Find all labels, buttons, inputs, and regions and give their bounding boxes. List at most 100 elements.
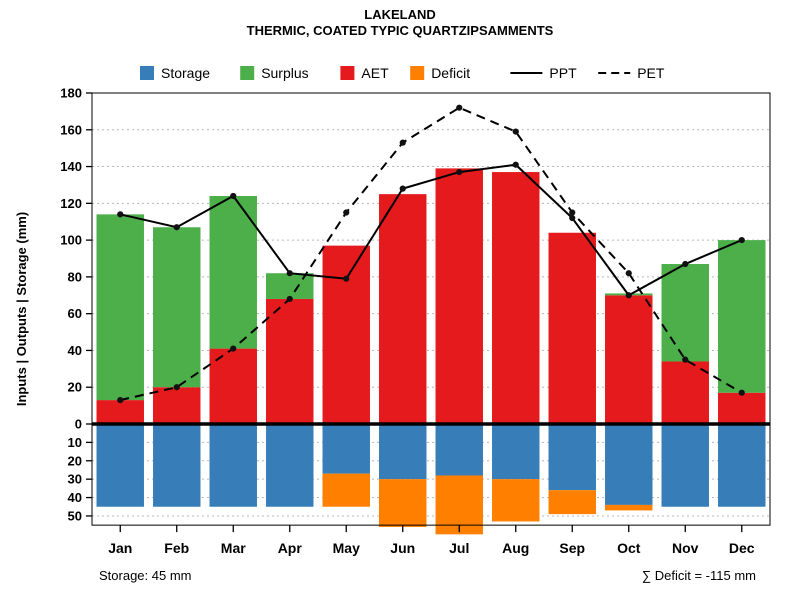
point-ppt-Apr: [286, 270, 293, 277]
legend-label-storage: Storage: [161, 65, 210, 81]
gridlines: [92, 92, 770, 517]
line-pet: [120, 106, 743, 402]
point-ppt-Feb: [173, 224, 180, 231]
month-label-Sep: Sep: [559, 540, 585, 556]
bar-aet-Aug: [492, 172, 540, 424]
point-ppt-Dec: [738, 237, 745, 244]
legend: Storage Surplus AET Deficit PPT PET: [140, 65, 665, 81]
bar-aet-Nov: [661, 361, 709, 424]
bar-storage-Dec: [718, 424, 766, 507]
bar-deficit-Aug: [492, 479, 540, 522]
month-label-Nov: Nov: [672, 540, 699, 556]
legend-item-pet: PET: [598, 65, 665, 81]
month-label-Apr: Apr: [278, 540, 303, 556]
month-label-Aug: Aug: [502, 540, 529, 556]
legend-swatch-deficit: [410, 66, 425, 80]
legend-swatch-surplus: [240, 66, 255, 80]
y-tick-label: 30: [68, 472, 82, 487]
legend-item-surplus: Surplus: [240, 65, 309, 81]
bar-storage-Apr: [266, 424, 314, 507]
legend-label-aet: AET: [361, 65, 389, 81]
point-ppt-Nov: [682, 260, 689, 268]
point-ppt-May: [343, 275, 350, 282]
legend-label-pet: PET: [637, 65, 665, 81]
bar-deficit-Jul: [435, 475, 483, 535]
legend-label-ppt: PPT: [549, 65, 577, 81]
bar-storage-Jan: [96, 424, 144, 507]
bar-aet-Jan: [96, 400, 144, 424]
y-tick-label: 10: [68, 435, 82, 450]
x-axis: Jan Feb Mar Apr May Jun Jul Aug Sep Oct Nov Dec: [108, 525, 755, 556]
bar-aet-Oct: [605, 295, 653, 424]
bar-storage-Oct: [605, 424, 653, 505]
month-label-May: May: [333, 540, 360, 556]
y-tick-label: 80: [68, 269, 82, 284]
y-tick-label: 40: [68, 343, 82, 358]
bars: [96, 168, 766, 535]
bar-surplus-Apr: [266, 273, 314, 299]
plot-frame: [91, 92, 771, 526]
bar-storage-Nov: [661, 424, 709, 507]
bar-aet-Sep: [548, 232, 596, 424]
chart-title: LAKELAND: [364, 7, 436, 22]
plot-area: 0 20 40 60 80 100 120 140 160 180 10 20 30 40 50 Jan Feb…: [60, 65, 771, 556]
y-tick-label: 50: [68, 508, 82, 523]
bar-storage-Aug: [492, 424, 540, 480]
point-pet-Feb: [173, 384, 180, 391]
point-pet-Nov: [682, 356, 689, 363]
point-pet-Jan: [117, 396, 124, 404]
month-label-Jun: Jun: [390, 540, 415, 556]
point-pet-Dec: [738, 389, 745, 396]
bar-storage-Mar: [209, 424, 257, 507]
line-ppt: [120, 163, 743, 297]
point-ppt-Oct: [625, 292, 632, 299]
month-label-Feb: Feb: [164, 540, 189, 556]
y-tick-label: 40: [68, 490, 82, 505]
month-label-Oct: Oct: [617, 540, 641, 556]
point-ppt-Jun: [399, 185, 406, 192]
bar-deficit-Jun: [379, 479, 427, 527]
y-tick-label: 100: [60, 233, 82, 248]
bar-surplus-Dec: [718, 240, 766, 393]
point-ppt-Aug: [512, 161, 519, 168]
bar-surplus-Jan: [96, 214, 144, 401]
y-tick-label: 0: [75, 417, 82, 432]
legend-swatch-storage: [140, 66, 154, 80]
bar-storage-Jul: [435, 424, 483, 476]
bar-storage-May: [322, 424, 370, 474]
point-ppt-Sep: [569, 214, 576, 222]
chart-subtitle: THERMIC, COATED TYPIC QUARTZIPSAMMENTS: [247, 23, 554, 38]
legend-item-storage: Storage: [140, 65, 210, 81]
bar-aet-Jun: [379, 194, 427, 424]
point-ppt-Jan: [117, 211, 124, 218]
point-pet-Oct: [625, 270, 632, 277]
point-pet-Mar: [230, 345, 237, 352]
point-ppt-Jul: [456, 168, 463, 176]
point-pet-Sep: [569, 209, 576, 216]
bar-storage-Feb: [153, 424, 201, 507]
legend-item-deficit: Deficit: [410, 65, 470, 81]
y-tick-label: 20: [68, 453, 82, 468]
legend-swatch-aet: [340, 66, 355, 80]
bar-aet-May: [322, 245, 370, 424]
footer-storage-capacity: Storage: 45 mm: [99, 568, 192, 583]
bar-deficit-Oct: [605, 504, 653, 511]
point-pet-Aug: [512, 128, 519, 135]
y-axis: 0 20 40 60 80 100 120 140 160 180 10 20 30 40 50: [60, 86, 92, 523]
y-tick-label: 160: [60, 122, 82, 137]
month-label-Dec: Dec: [729, 540, 755, 556]
point-pet-May: [343, 209, 350, 216]
bar-aet-Mar: [209, 348, 257, 424]
point-pet-Jun: [399, 139, 406, 146]
point-pet-Apr: [286, 295, 293, 303]
y-axis-label: Inputs | Outputs | Storage (mm): [14, 212, 29, 406]
bar-aet-Feb: [153, 387, 201, 424]
y-tick-label: 20: [68, 380, 82, 395]
y-tick-label: 120: [60, 196, 82, 211]
month-label-Jan: Jan: [108, 540, 132, 556]
bar-surplus-Mar: [209, 195, 257, 349]
legend-item-aet: AET: [340, 65, 389, 81]
bar-surplus-Nov: [661, 264, 709, 362]
